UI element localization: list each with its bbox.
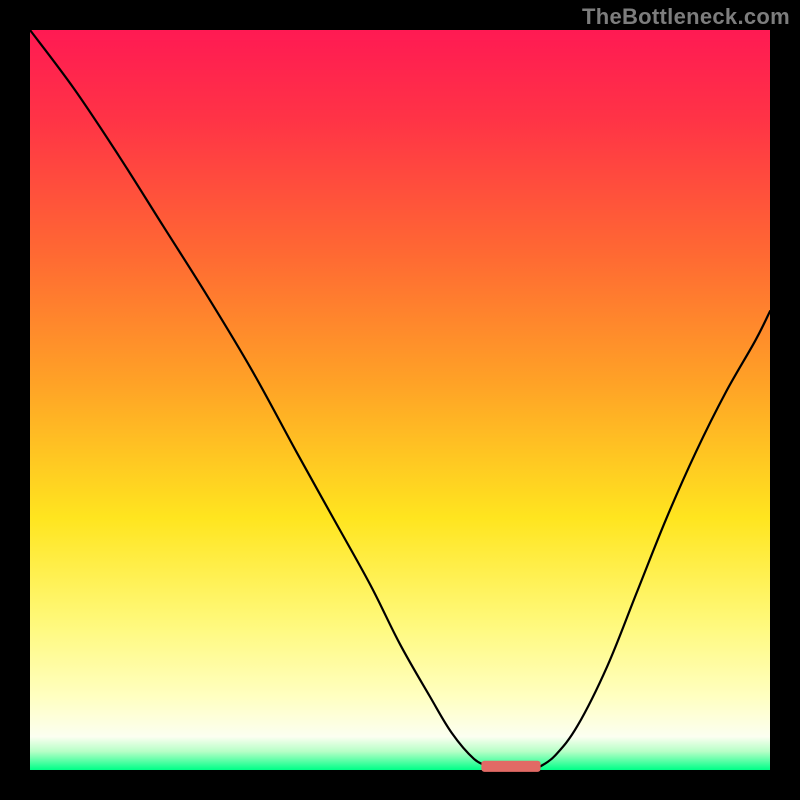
optimum-marker bbox=[481, 761, 540, 772]
chart-frame: TheBottleneck.com bbox=[0, 0, 800, 800]
watermark-text: TheBottleneck.com bbox=[582, 4, 790, 30]
bottleneck-chart bbox=[0, 0, 800, 800]
plot-background bbox=[30, 30, 770, 770]
